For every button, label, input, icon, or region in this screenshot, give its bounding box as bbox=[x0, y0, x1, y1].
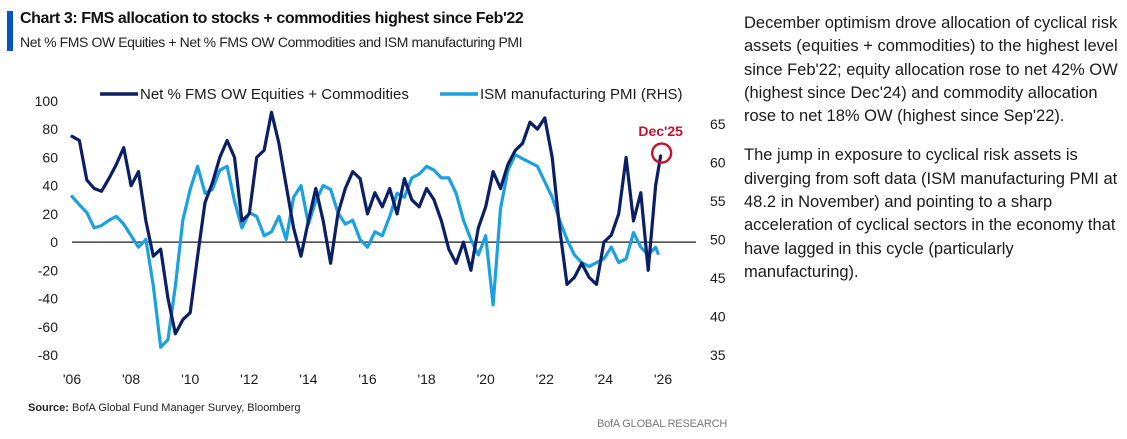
y-right-tick-label: 60 bbox=[710, 155, 726, 171]
series-line-fms bbox=[70, 110, 663, 336]
y-left-tick-label: -20 bbox=[38, 262, 58, 278]
y-left-tick-label: 100 bbox=[35, 93, 59, 109]
x-tick-label: '22 bbox=[536, 371, 554, 387]
x-tick-label: '14 bbox=[299, 371, 317, 387]
x-tick-label: '24 bbox=[595, 371, 613, 387]
y-left-tick-label: 20 bbox=[42, 206, 58, 222]
x-tick-label: '16 bbox=[358, 371, 376, 387]
y-left-tick-label: 80 bbox=[42, 121, 58, 137]
y-right-tick-label: 40 bbox=[710, 309, 726, 325]
series-layer bbox=[70, 110, 663, 349]
legend-label-fms: Net % FMS OW Equities + Commodities bbox=[140, 86, 409, 103]
x-tick-label: '10 bbox=[181, 371, 199, 387]
y-left-tick-label: 40 bbox=[42, 178, 58, 194]
annotation-label: Dec'25 bbox=[638, 123, 683, 139]
y-right-tick-label: 50 bbox=[710, 232, 726, 248]
chart-plot: Net % FMS OW Equities + Commodities ISM … bbox=[35, 86, 726, 387]
y-left-tick-label: 0 bbox=[50, 234, 58, 250]
commentary-paragraph: December optimism drove allocation of cy… bbox=[744, 14, 1118, 126]
annotation-layer: Dec'25 bbox=[638, 123, 683, 164]
y-right-tick-label: 65 bbox=[710, 116, 726, 132]
chart-legend: Net % FMS OW Equities + Commodities ISM … bbox=[100, 86, 683, 103]
y-axis-right: 65 60 55 50 45 40 35 bbox=[710, 116, 726, 363]
title-accent-bar bbox=[7, 11, 13, 51]
brand-label: BofA GLOBAL RESEARCH bbox=[597, 418, 728, 430]
x-tick-label: '18 bbox=[417, 371, 435, 387]
commentary-paragraph: The jump in exposure to cyclical risk as… bbox=[744, 146, 1118, 281]
chart-title: Chart 3: FMS allocation to stocks + comm… bbox=[20, 10, 524, 27]
y-left-tick-label: -40 bbox=[38, 291, 58, 307]
x-tick-label: '08 bbox=[122, 371, 140, 387]
source-note: Source: BofA Global Fund Manager Survey,… bbox=[28, 402, 301, 414]
x-tick-label: '26 bbox=[654, 371, 672, 387]
legend-label-ism: ISM manufacturing PMI (RHS) bbox=[480, 86, 683, 103]
y-left-tick-label: 60 bbox=[42, 149, 58, 165]
y-left-tick-label: -80 bbox=[38, 347, 58, 363]
y-right-tick-label: 35 bbox=[710, 347, 726, 363]
y-right-tick-label: 45 bbox=[710, 270, 726, 286]
chart-subtitle: Net % FMS OW Equities + Net % FMS OW Com… bbox=[20, 34, 523, 50]
x-axis: '06 '08 '10 '12 '14 '16 '18 '20 '22 '24 '26 bbox=[63, 371, 672, 387]
x-tick-label: '20 bbox=[477, 371, 495, 387]
commentary: December optimism drove allocation of cy… bbox=[744, 12, 1124, 300]
series-line-ism bbox=[70, 153, 660, 349]
annotation-circle bbox=[650, 142, 673, 164]
y-axis-left: 100 80 60 40 20 0 -20 -40 -60 -80 bbox=[35, 93, 59, 363]
source-label: Source: bbox=[28, 402, 69, 414]
source-text: BofA Global Fund Manager Survey, Bloombe… bbox=[72, 402, 301, 414]
x-tick-label: '12 bbox=[240, 371, 258, 387]
x-tick-label: '06 bbox=[63, 371, 81, 387]
y-left-tick-label: -60 bbox=[38, 319, 58, 335]
y-right-tick-label: 55 bbox=[710, 193, 726, 209]
